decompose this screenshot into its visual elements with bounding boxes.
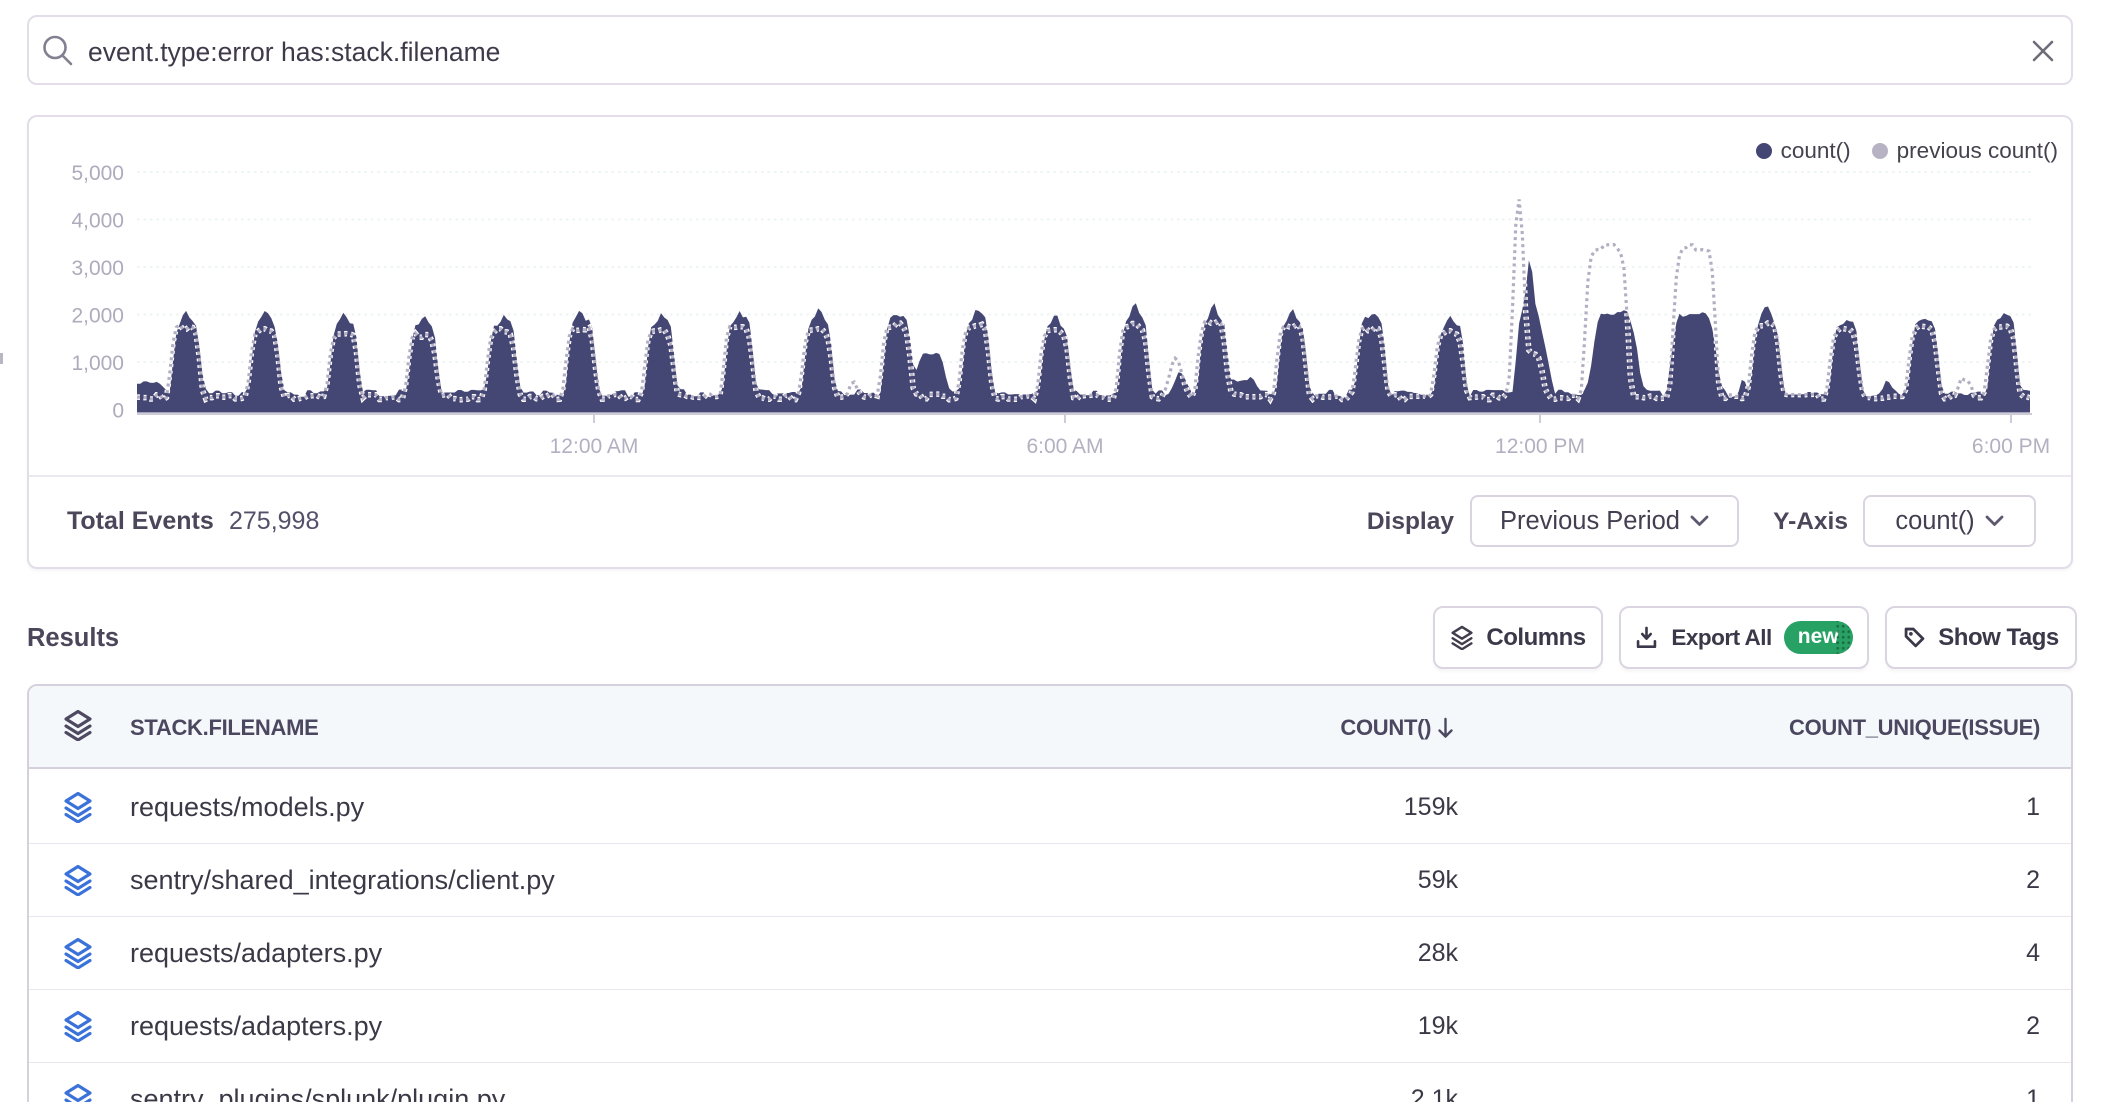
svg-text:6:00 AM: 6:00 AM: [1026, 435, 1103, 458]
svg-text:12:00 AM: 12:00 AM: [550, 435, 639, 458]
svg-text:4,000: 4,000: [71, 210, 124, 233]
svg-text:12:00 PM: 12:00 PM: [1495, 435, 1585, 458]
svg-text:1,000: 1,000: [71, 352, 124, 375]
svg-text:0: 0: [112, 400, 124, 423]
svg-text:5,000: 5,000: [71, 162, 124, 185]
svg-text:3,000: 3,000: [71, 257, 124, 280]
svg-text:2,000: 2,000: [71, 305, 124, 328]
svg-text:6:00 PM: 6:00 PM: [1972, 435, 2050, 458]
